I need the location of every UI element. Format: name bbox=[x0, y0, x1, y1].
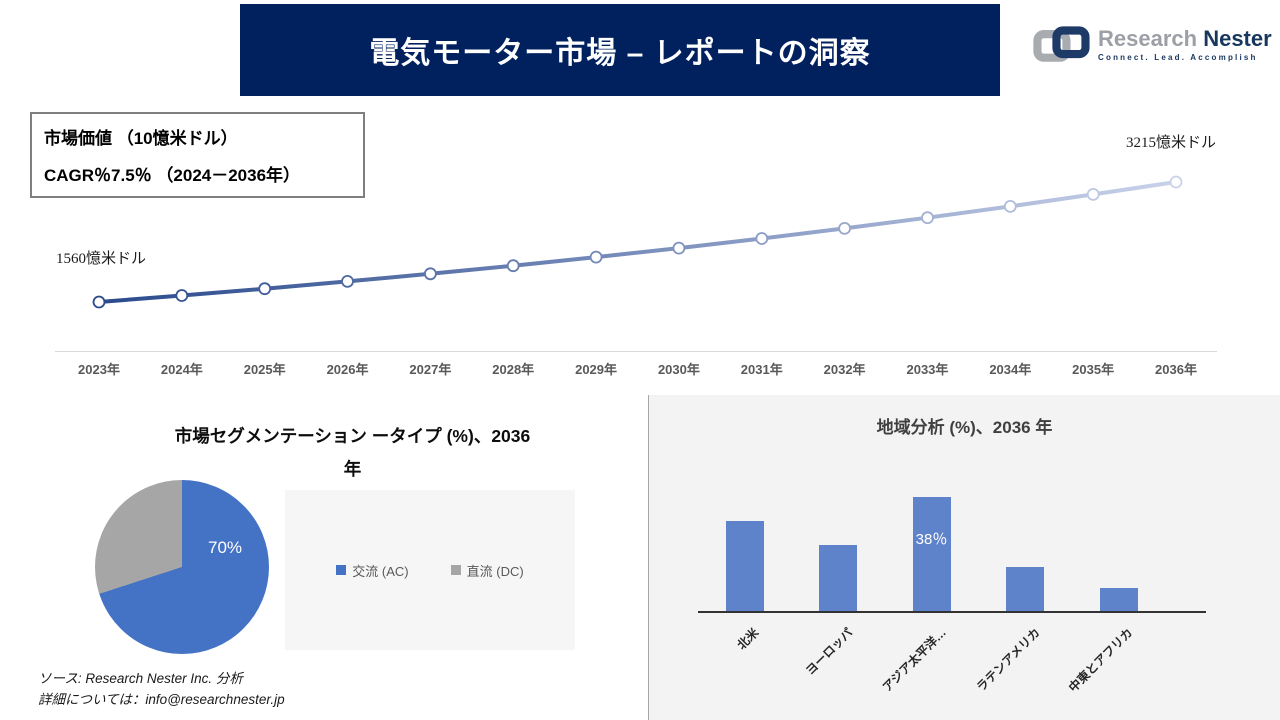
line-chart-x-axis: 2023年 2024年 2025年 2026年 2027年 2028年 2029年 2030年… bbox=[0, 359, 1280, 379]
legend-swatch-dc bbox=[450, 565, 461, 575]
logo-text: Research Nester Connect. Lead. Accomplis… bbox=[1098, 28, 1272, 63]
cagr-label: CAGR％7.5％ （2024－2036年） bbox=[44, 166, 301, 185]
bar-1 bbox=[819, 545, 857, 612]
bar-data-label: 38％ bbox=[915, 531, 948, 548]
market-growth-line-chart bbox=[92, 175, 1183, 309]
data-point-marker bbox=[92, 295, 106, 309]
bar-category-label: ラテンアメリカ bbox=[973, 625, 1043, 695]
logo-brand-research: Research bbox=[1098, 26, 1198, 51]
research-nester-logo: Research Nester Connect. Lead. Accomplis… bbox=[1032, 22, 1272, 68]
data-point-marker bbox=[258, 282, 272, 296]
data-point-marker bbox=[589, 250, 603, 264]
bar-chart-axis-line bbox=[698, 611, 1206, 613]
legend-swatch-ac bbox=[336, 565, 347, 575]
bar-2 bbox=[912, 497, 951, 612]
pie-title-line2: 年 bbox=[343, 459, 362, 479]
line-series bbox=[98, 180, 1177, 304]
line-start-value-label: 1560憶米ドル bbox=[56, 251, 147, 267]
data-point-marker bbox=[672, 241, 686, 255]
x-axis-label: 2029年 bbox=[575, 362, 618, 377]
bar-category-label: 中東とアフリカ bbox=[1066, 625, 1136, 695]
bar-chart: 38％ bbox=[649, 395, 1280, 612]
x-axis-label: 2031年 bbox=[740, 362, 783, 377]
bar-category-label: ヨーロッパ bbox=[802, 625, 856, 678]
legend-item-ac: 交流 (AC) bbox=[336, 561, 409, 580]
legend-label-dc: 直流 (DC) bbox=[466, 563, 524, 579]
bar-chart-title: 地域分析 (%)、2036 年 bbox=[876, 418, 1053, 437]
line-chart-axis-line bbox=[55, 351, 1217, 352]
footer-source: ソース: Research Nester Inc. 分析 bbox=[38, 671, 243, 686]
legend-label-ac: 交流 (AC) bbox=[352, 563, 409, 579]
bar-category-label: 北米 bbox=[734, 625, 762, 653]
data-point-marker bbox=[423, 267, 437, 281]
x-axis-label: 2034年 bbox=[989, 362, 1032, 377]
bar-4 bbox=[1099, 588, 1138, 612]
logo-chain-links-icon bbox=[1033, 26, 1090, 62]
footer-contact: 詳細については：info@researchnester.jp bbox=[38, 692, 285, 707]
x-axis-label: 2035年 bbox=[1072, 362, 1115, 377]
x-axis-label: 2032年 bbox=[823, 362, 866, 377]
pie-legend: 交流 (AC) 直流 (DC) bbox=[285, 490, 575, 650]
x-axis-label: 2030年 bbox=[657, 362, 700, 377]
page-title: 電気モーター市場 – レポートの洞察 bbox=[369, 37, 871, 70]
line-end-value-label: 3215憶米ドル bbox=[1126, 135, 1217, 151]
market-value-label: 市場価値 （10憶米ドル） bbox=[44, 129, 238, 148]
pie-chart-title: 市場セグメンテーション ータイプ (%)、2036 年 bbox=[60, 420, 645, 486]
legend-item-dc: 直流 (DC) bbox=[450, 561, 524, 580]
data-point-marker bbox=[341, 274, 354, 288]
data-point-marker bbox=[1003, 200, 1017, 213]
data-point-marker bbox=[1086, 188, 1100, 201]
pie-title-line1: 市場セグメンテーション ータイプ (%)、2036 bbox=[174, 426, 531, 446]
x-axis-label: 2028年 bbox=[492, 362, 535, 377]
pie-chart bbox=[95, 480, 269, 654]
x-axis-label: 2023年 bbox=[78, 362, 120, 377]
pie-data-label: 70% bbox=[208, 538, 243, 557]
data-point-marker bbox=[838, 222, 851, 235]
x-axis-label: 2033年 bbox=[906, 362, 949, 377]
data-point-marker bbox=[506, 259, 520, 273]
bar-0 bbox=[725, 521, 764, 612]
logo-brand-nester: Nester bbox=[1203, 26, 1272, 51]
bar-category-label: アジア太平洋… bbox=[879, 625, 949, 695]
data-point-marker bbox=[1169, 175, 1183, 189]
bar-chart-x-axis: 北米 ヨーロッパ アジア太平洋… ラテンアメリカ 中東とアフリカ bbox=[649, 624, 1280, 714]
footer: ソース: Research Nester Inc. 分析 詳細については：inf… bbox=[38, 668, 285, 710]
logo-brand: Research Nester bbox=[1098, 28, 1272, 50]
logo-tagline: Connect. Lead. Accomplish bbox=[1098, 53, 1258, 62]
bar-3 bbox=[1006, 567, 1044, 612]
x-axis-label: 2027年 bbox=[409, 362, 452, 377]
x-axis-label: 2036年 bbox=[1155, 362, 1197, 377]
data-point-marker bbox=[921, 211, 934, 225]
data-point-marker bbox=[755, 232, 769, 245]
data-point-marker bbox=[175, 289, 189, 302]
x-axis-label: 2026年 bbox=[326, 362, 369, 377]
x-axis-label: 2025年 bbox=[243, 362, 286, 377]
x-axis-label: 2024年 bbox=[160, 362, 203, 377]
market-value-box: 市場価値 （10憶米ドル） CAGR％7.5％ （2024－2036年） bbox=[30, 112, 365, 198]
regional-analysis-panel: 地域分析 (%)、2036 年 38％ 北米 ヨーロッパ アジア太平洋… ラテンアメリ… bbox=[648, 395, 1280, 720]
report-title-banner: 電気モーター市場 – レポートの洞察 bbox=[240, 4, 1000, 96]
